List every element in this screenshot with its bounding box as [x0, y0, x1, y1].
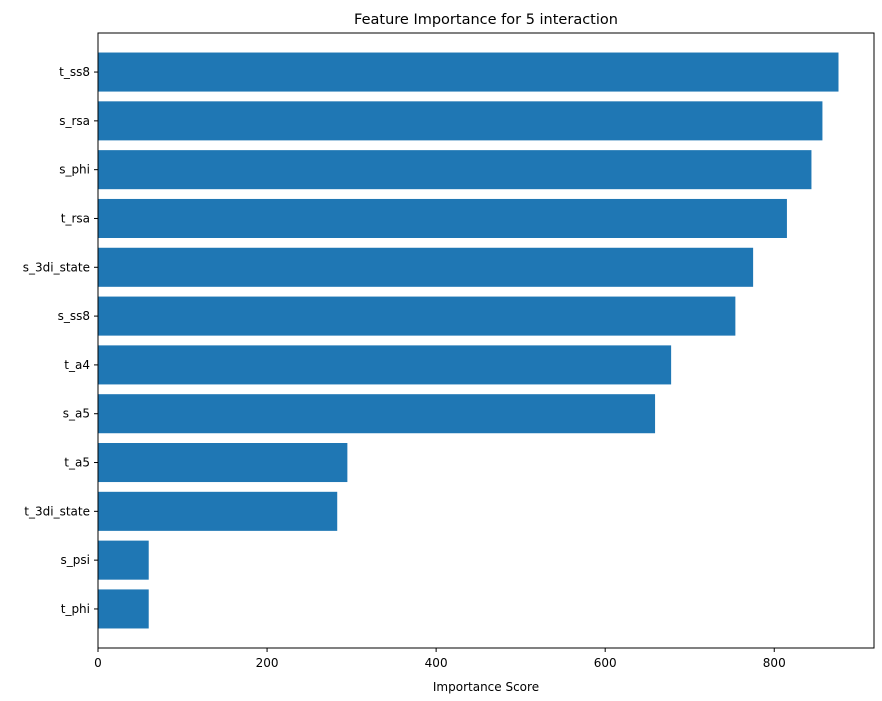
x-tick-label: 600: [594, 656, 617, 670]
x-tick-label: 200: [256, 656, 279, 670]
x-tick-label: 0: [94, 656, 102, 670]
y-tick-label: s_3di_state: [23, 260, 90, 274]
y-tick-label: s_a5: [63, 407, 90, 421]
y-tick-label: s_rsa: [59, 114, 90, 128]
plot-frame: [97, 32, 875, 649]
x-axis-label: Importance Score: [433, 680, 539, 694]
bar-s_psi: [98, 540, 149, 580]
chart-title: Feature Importance for 5 interaction: [354, 12, 618, 28]
y-tick-label: t_rsa: [61, 211, 90, 225]
bar-s_3di_state: [98, 247, 754, 287]
y-tick-label: t_ss8: [59, 65, 90, 79]
bar-t_3di_state: [98, 491, 338, 531]
x-tick-label: 800: [763, 656, 786, 670]
y-tick-label: s_psi: [61, 553, 90, 567]
y-tick-label: t_a4: [64, 358, 90, 372]
y-tick-label: t_a5: [64, 456, 90, 470]
bars-group: [98, 52, 839, 629]
bar-s_phi: [98, 150, 812, 190]
bar-t_a4: [98, 345, 672, 385]
x-axis-ticks: 0 200 400 600 800: [94, 648, 786, 670]
bar-t_rsa: [98, 198, 787, 238]
bar-s_ss8: [98, 296, 736, 336]
bar-t_a5: [98, 443, 348, 483]
y-tick-label: t_3di_state: [24, 504, 90, 518]
y-axis-ticks: t_ss8 s_rsa s_phi t_rsa s_3di_state s_ss8 t_a4…: [23, 65, 98, 616]
bar-t_phi: [98, 589, 149, 629]
y-tick-label: s_ss8: [58, 309, 90, 323]
bar-s_rsa: [98, 101, 823, 141]
y-tick-label: t_phi: [61, 602, 90, 616]
bar-t_ss8: [98, 52, 839, 92]
y-tick-label: s_phi: [59, 163, 90, 177]
x-tick-label: 400: [425, 656, 448, 670]
bar-s_a5: [98, 394, 656, 434]
